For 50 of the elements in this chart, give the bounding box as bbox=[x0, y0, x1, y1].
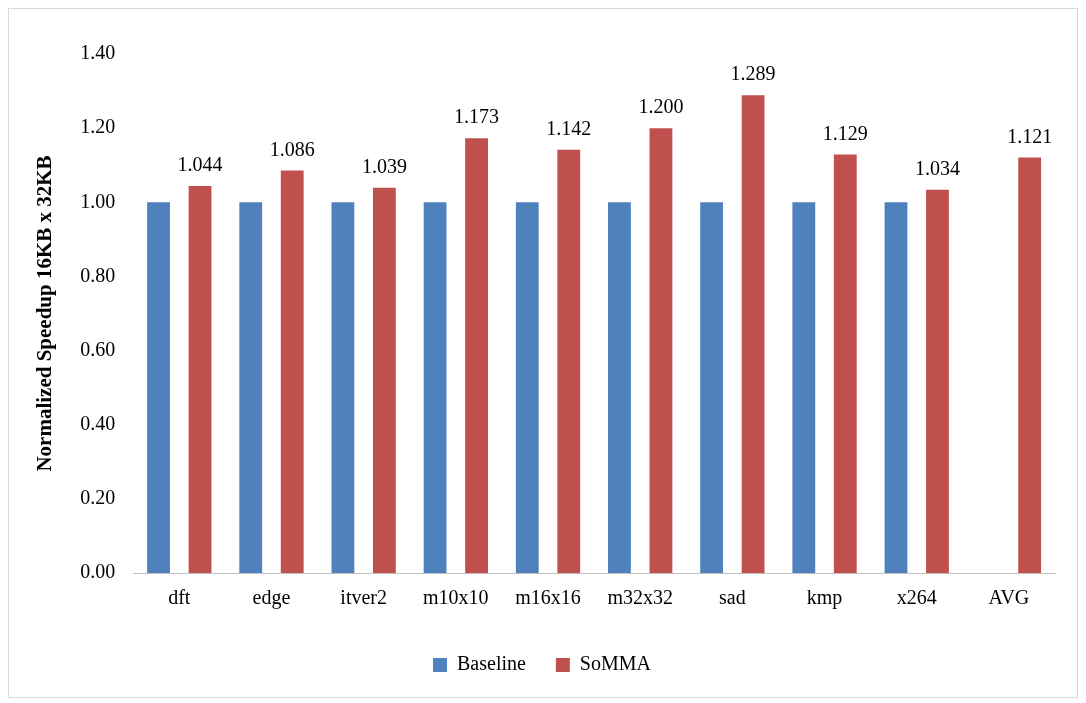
bar bbox=[926, 189, 949, 573]
bar bbox=[792, 202, 816, 573]
x-tick-label: AVG bbox=[988, 586, 1030, 609]
bar bbox=[741, 95, 765, 573]
y-tick-label: 0.00 bbox=[80, 560, 116, 583]
bar bbox=[649, 128, 673, 573]
bar bbox=[1018, 157, 1042, 573]
x-tick-label: m16x16 bbox=[515, 586, 581, 609]
y-tick-label: 1.40 bbox=[80, 41, 116, 64]
bar bbox=[147, 202, 170, 573]
x-tick-label: sad bbox=[719, 586, 746, 609]
data-label: 1.044 bbox=[177, 153, 223, 176]
bar bbox=[372, 187, 396, 573]
bar bbox=[465, 138, 488, 573]
data-label: 1.142 bbox=[546, 116, 592, 139]
bar bbox=[700, 202, 724, 573]
data-label: 1.086 bbox=[269, 137, 315, 160]
x-tick-label: itver2 bbox=[340, 586, 387, 609]
data-label: 1.200 bbox=[638, 95, 684, 118]
x-tick-label: m10x10 bbox=[423, 586, 489, 609]
x-tick-label: m32x32 bbox=[607, 586, 673, 609]
bar bbox=[188, 185, 212, 573]
bar bbox=[280, 170, 304, 573]
bar bbox=[557, 149, 581, 573]
data-label: 1.129 bbox=[822, 121, 868, 144]
y-tick-label: 0.20 bbox=[80, 486, 116, 509]
y-tick-label: 0.40 bbox=[80, 411, 116, 434]
data-label: 1.039 bbox=[361, 155, 407, 178]
x-tick-label: kmp bbox=[806, 586, 843, 610]
x-tick-label: x264 bbox=[896, 586, 937, 609]
y-tick-label: 0.80 bbox=[80, 263, 116, 286]
data-label: 1.173 bbox=[454, 105, 500, 128]
x-tick-label: edge bbox=[252, 586, 291, 610]
bar bbox=[239, 202, 263, 573]
bar bbox=[423, 202, 447, 573]
bar bbox=[884, 202, 908, 573]
y-tick-label: 1.00 bbox=[80, 189, 116, 212]
x-tick-label: dft bbox=[168, 586, 191, 609]
data-label: 1.121 bbox=[1007, 124, 1053, 147]
bar bbox=[608, 202, 631, 573]
bar bbox=[515, 202, 539, 573]
legend-label: Baseline bbox=[457, 652, 526, 675]
data-label: 1.289 bbox=[730, 62, 776, 85]
legend-label: SoMMA bbox=[579, 652, 652, 675]
bar bbox=[833, 154, 857, 573]
y-axis-title: Normalized Speedup 16KB x 32KB bbox=[32, 155, 57, 472]
bar bbox=[331, 202, 355, 573]
data-label: 1.034 bbox=[914, 156, 960, 179]
y-tick-label: 0.60 bbox=[80, 337, 116, 360]
y-tick-label: 1.20 bbox=[80, 115, 116, 138]
